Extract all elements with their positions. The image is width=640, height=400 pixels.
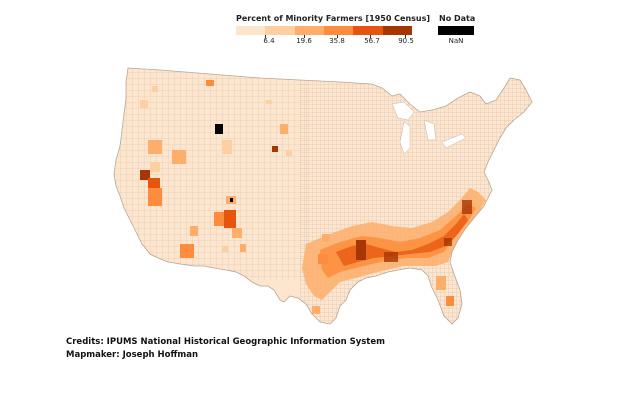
county-shade [206,80,214,86]
legend-title: Percent of Minority Farmers [1950 Census… [236,14,431,23]
legend-bin-3 [323,26,354,35]
legend-tick-1 [304,35,305,38]
legend-tick-2 [337,35,338,38]
no-data-title: No Data [439,14,476,23]
credits-text: Credits: IPUMS National Historical Geogr… [66,337,385,347]
legend-bin-1 [265,26,295,35]
legend-tick-4 [405,35,406,38]
legend-color-bar [236,26,412,35]
legend-tick-label-2: 35.8 [329,37,345,45]
legend-tick-label-4: 90.5 [398,37,414,45]
legend-bin-5 [382,26,412,35]
legend-bin-0 [236,26,266,35]
legend-tick-3 [370,35,371,38]
county-layer [114,68,532,324]
legend-tick-label-3: 56.7 [364,37,380,45]
legend-bin-4 [353,26,383,35]
legend-tick-label-0: 6.4 [263,37,275,45]
great-lakes [391,101,415,121]
no-data-county [215,124,223,134]
no-data-swatch [438,26,474,35]
mapmaker-text: Mapmaker: Joseph Hoffman [66,350,199,360]
legend-tick-label-1: 19.6 [296,37,312,45]
legend-tick-0 [265,35,266,38]
no-data-label: NaN [448,37,464,45]
legend-bin-2 [294,26,324,35]
